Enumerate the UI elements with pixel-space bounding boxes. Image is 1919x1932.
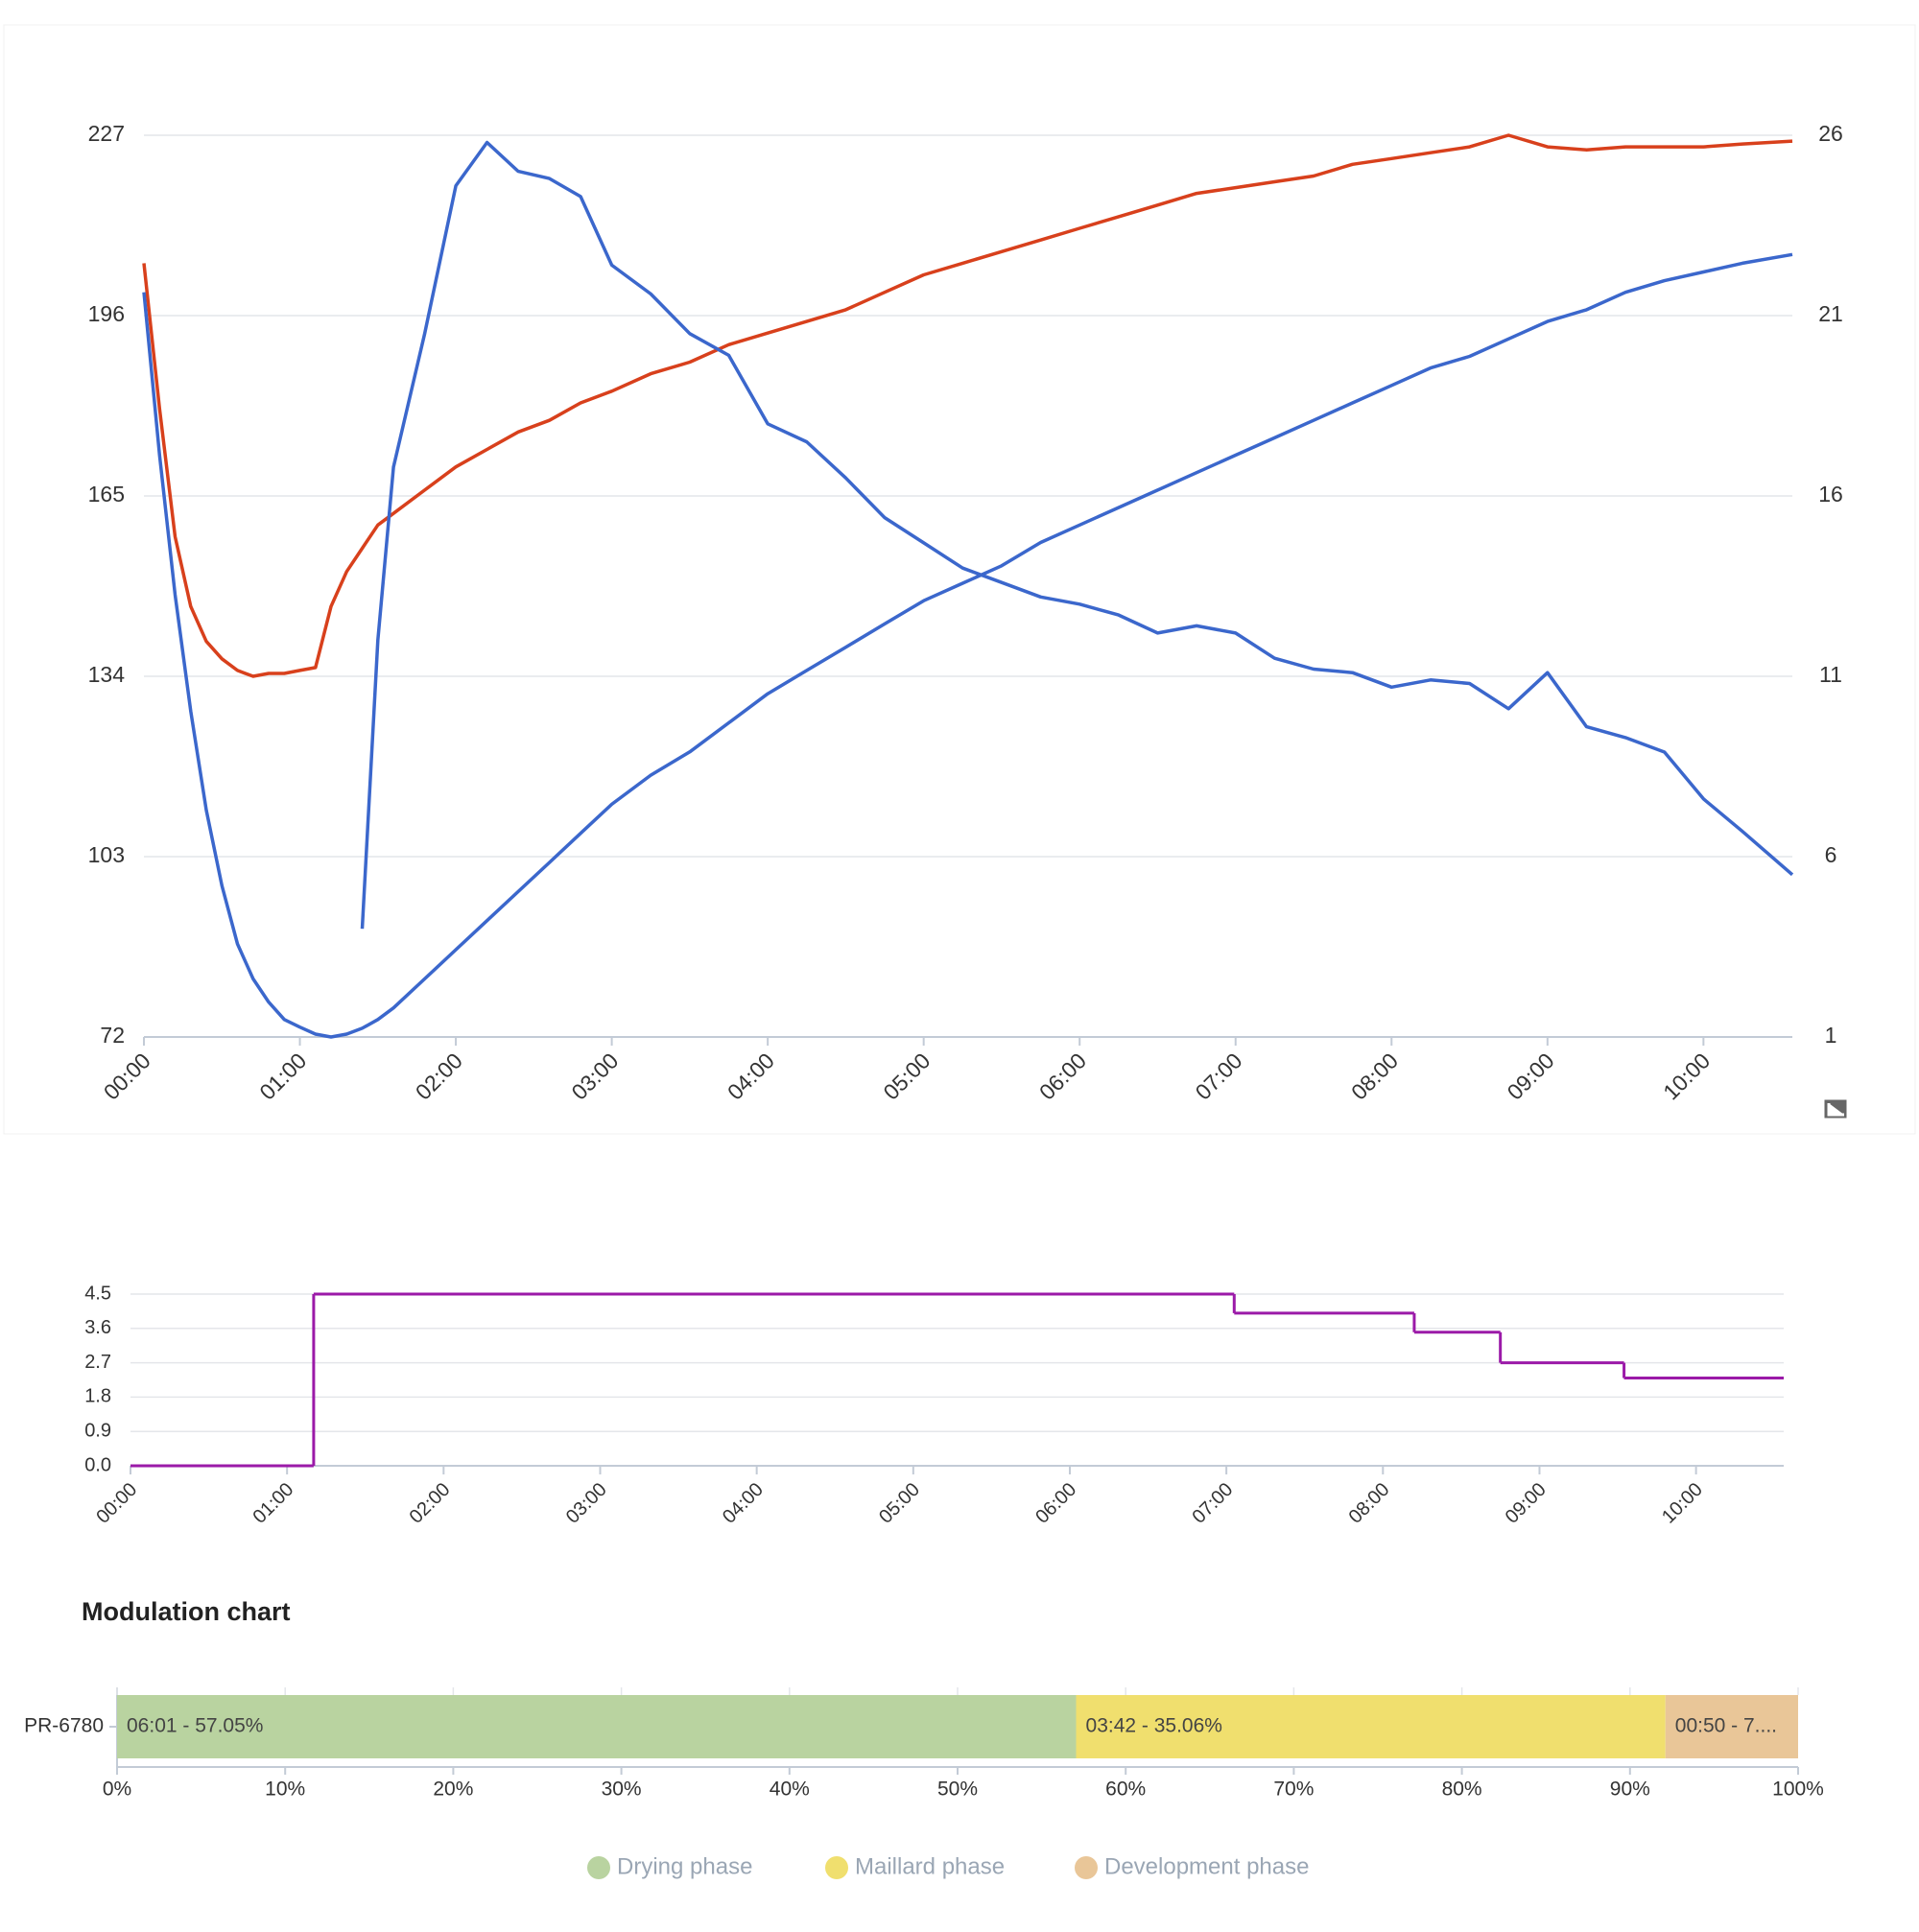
- x-tick-label: 04:00: [719, 1479, 768, 1528]
- y-tick-label: 1.8: [84, 1386, 111, 1407]
- x-tick-label: 90%: [1610, 1779, 1650, 1801]
- chart-title: Modulation chart: [82, 1597, 291, 1626]
- bar-label: 03:42 - 35.06%: [1086, 1715, 1222, 1737]
- y2-tick-label: 6: [1825, 842, 1837, 867]
- x-tick-label: 20%: [433, 1779, 473, 1801]
- bar-segment: [117, 1695, 1077, 1758]
- x-tick-label: 07:00: [1188, 1479, 1237, 1528]
- x-tick-label: 03:00: [562, 1479, 611, 1528]
- y2-tick-label: 16: [1818, 482, 1843, 507]
- x-tick-label: 05:00: [875, 1479, 924, 1528]
- x-tick-label: 100%: [1772, 1779, 1824, 1801]
- y2-tick-label: 21: [1818, 301, 1843, 326]
- y-tick-label: 165: [88, 482, 125, 507]
- x-tick-label: 70%: [1273, 1779, 1314, 1801]
- y-tick-label: 0.0: [84, 1454, 111, 1475]
- y2-tick-label: 1: [1825, 1023, 1837, 1048]
- x-tick-label: 80%: [1442, 1779, 1482, 1801]
- y-tick-label: 227: [88, 121, 125, 146]
- y-tick-label: 72: [100, 1023, 125, 1048]
- x-tick-label: 10%: [265, 1779, 305, 1801]
- line-series: [360, 140, 1794, 930]
- bar-segment: [1076, 1695, 1666, 1758]
- legend-label: Drying phase: [617, 1853, 752, 1879]
- panel: [3, 24, 1916, 1135]
- legend-label: Maillard phase: [855, 1853, 1005, 1879]
- x-tick-label: 50%: [937, 1779, 978, 1801]
- x-tick-label: 02:00: [406, 1479, 455, 1528]
- y2-tick-label: 26: [1818, 121, 1843, 146]
- bar-label: 06:01 - 57.05%: [127, 1715, 263, 1737]
- bar-segment: [1665, 1695, 1798, 1758]
- y-tick-label: 103: [88, 842, 125, 867]
- x-tick-label: 0%: [103, 1779, 131, 1801]
- x-tick-label: 08:00: [1345, 1479, 1394, 1528]
- line-series: [142, 133, 1793, 678]
- y-tick-label: 134: [88, 662, 126, 687]
- y-tick-label: 196: [88, 301, 125, 326]
- y-tick-label: 3.6: [84, 1317, 111, 1338]
- legend-label: Development phase: [1104, 1853, 1309, 1879]
- x-tick-label: 01:00: [249, 1479, 297, 1528]
- x-tick-label: 00:00: [92, 1479, 141, 1528]
- x-tick-label: 60%: [1105, 1779, 1146, 1801]
- bar-label: 00:50 - 7....: [1675, 1715, 1777, 1737]
- line-series: [142, 252, 1793, 1039]
- legend-marker: [825, 1856, 848, 1879]
- y-tick-label: 0.9: [84, 1420, 111, 1441]
- icon: [1821, 1096, 1850, 1121]
- legend-marker: [1075, 1856, 1098, 1879]
- x-tick-label: 40%: [770, 1779, 810, 1801]
- y-tick-label: 4.5: [84, 1283, 111, 1304]
- x-tick-label: 06:00: [1031, 1479, 1080, 1528]
- y-tick-label: 2.7: [84, 1352, 111, 1373]
- x-tick-label: 09:00: [1502, 1479, 1551, 1528]
- x-tick-label: 30%: [602, 1779, 642, 1801]
- y2-tick-label: 11: [1819, 662, 1842, 687]
- legend-marker: [587, 1856, 610, 1879]
- category-label: PR-6780: [24, 1715, 104, 1737]
- x-tick-label: 10:00: [1658, 1479, 1707, 1528]
